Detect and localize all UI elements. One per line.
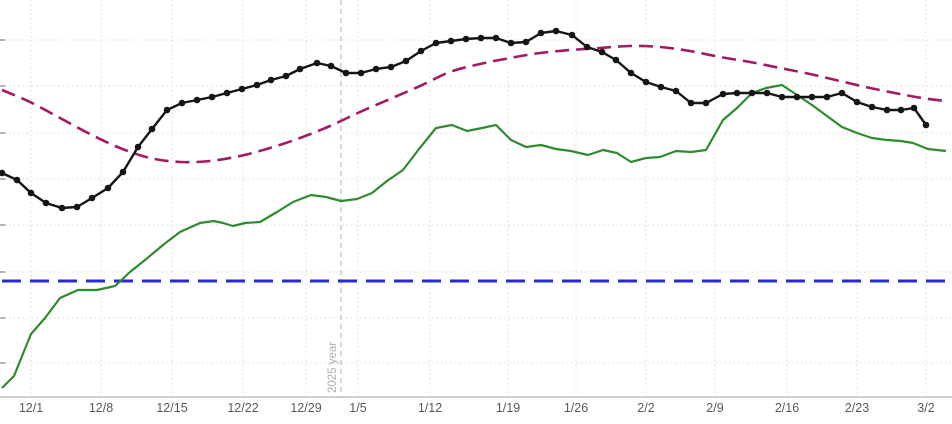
black-dotted-markers-line-marker (134, 143, 142, 151)
black-dotted-markers-line-marker (253, 81, 261, 89)
x-tick-label: 1/5 (349, 401, 366, 415)
new-year-label: 2025 year (327, 342, 339, 393)
black-dotted-markers-line-marker (148, 125, 156, 133)
green-line (1, 83, 947, 389)
black-dotted-markers-line-marker (417, 47, 425, 55)
black-dotted-markers-line-marker (793, 93, 801, 101)
black-dotted-markers-line-marker (733, 89, 741, 97)
black-dotted-markers-line-marker (462, 35, 470, 43)
black-dotted-markers-line-marker (642, 78, 650, 86)
black-dotted-markers-line-marker (58, 204, 66, 212)
black-dotted-markers-line-marker (178, 99, 186, 107)
black-dotted-markers-line-marker (838, 89, 846, 97)
black-dotted-markers-line-marker (719, 90, 727, 98)
black-dotted-markers-line-marker (104, 184, 112, 192)
black-dotted-markers-line-marker (313, 59, 321, 67)
black-dotted-markers-line-marker (282, 72, 290, 80)
black-dotted-markers-line-marker (657, 83, 665, 91)
black-dotted-markers-line-marker (327, 62, 335, 70)
black-dotted-markers-line-marker (823, 93, 831, 101)
black-dotted-markers-line-marker (910, 104, 918, 112)
black-dotted-markers-line-marker (492, 34, 500, 42)
x-tick-label: 12/8 (89, 401, 113, 415)
x-tick-label: 1/26 (564, 401, 588, 415)
black-dotted-markers-line-marker (432, 39, 440, 47)
black-dotted-markers-line-marker (568, 31, 576, 39)
black-dotted-markers-line-marker (447, 37, 455, 45)
black-dotted-markers-line-marker (748, 89, 756, 97)
black-dotted-markers-line-marker (193, 96, 201, 104)
black-dotted-markers-line-marker (238, 85, 246, 93)
x-tick-label: 2/2 (637, 401, 654, 415)
black-dotted-markers-line-marker (73, 203, 81, 211)
black-dotted-markers-line-marker (612, 56, 620, 64)
black-dotted-markers-line-marker (342, 69, 350, 77)
black-dotted-markers-line-marker (583, 43, 591, 51)
x-tick-label: 2/9 (706, 401, 723, 415)
black-dotted-markers-line-marker (402, 57, 410, 65)
black-dotted-markers-line-marker (208, 93, 216, 101)
black-dotted-markers-line-marker (507, 39, 515, 47)
black-dotted-markers-line-marker (477, 34, 485, 42)
x-tick-label: 12/22 (227, 401, 258, 415)
x-tick-label: 2/16 (775, 401, 799, 415)
black-dotted-markers-line-marker (883, 106, 891, 114)
black-dotted-markers-line-marker (522, 38, 530, 46)
black-dotted-markers-line-marker (672, 87, 680, 95)
black-dotted-markers-line-marker (42, 199, 50, 207)
black-dotted-markers-line-marker (552, 27, 560, 35)
black-dotted-markers-line-marker (13, 176, 21, 184)
black-dotted-markers-line-marker (853, 98, 861, 106)
black-dotted-markers-line-marker (922, 121, 930, 129)
black-dotted-markers-line-marker (537, 29, 545, 37)
x-tick-label: 12/29 (290, 401, 321, 415)
black-dotted-markers-line-marker (0, 169, 6, 177)
black-dotted-markers-line-marker (372, 65, 380, 73)
black-dotted-markers-line-marker (267, 76, 275, 84)
black-dotted-markers-line-marker (27, 189, 35, 197)
black-dotted-markers-line-marker (868, 103, 876, 111)
black-dotted-markers-line-marker (627, 69, 635, 77)
black-dotted-markers-line-marker (598, 48, 606, 56)
black-dotted-markers-line-marker (702, 99, 710, 107)
black-dotted-markers-line-marker (296, 65, 304, 73)
black-dotted-markers-line-marker (387, 63, 395, 71)
black-dotted-markers-line-marker (897, 106, 905, 114)
x-tick-label: 2/23 (845, 401, 869, 415)
black-dotted-markers-line-marker (808, 93, 816, 101)
black-dotted-markers-line-marker (223, 89, 231, 97)
x-tick-label: 12/1 (19, 401, 43, 415)
smooth-trend-dashed (1, 44, 946, 164)
black-dotted-markers-line-marker (119, 168, 127, 176)
black-dotted-markers-line-marker (687, 99, 695, 107)
black-dotted-markers-line-marker (357, 69, 365, 77)
black-dotted-markers-line-marker (163, 106, 171, 114)
black-dotted-markers-line-marker (88, 194, 96, 202)
x-tick-label: 3/2 (917, 401, 934, 415)
x-tick-label: 1/12 (418, 401, 442, 415)
x-tick-label: 12/15 (156, 401, 187, 415)
x-tick-label: 1/19 (496, 401, 520, 415)
black-dotted-markers-line-marker (778, 93, 786, 101)
black-dotted-markers-line-marker (763, 89, 771, 97)
